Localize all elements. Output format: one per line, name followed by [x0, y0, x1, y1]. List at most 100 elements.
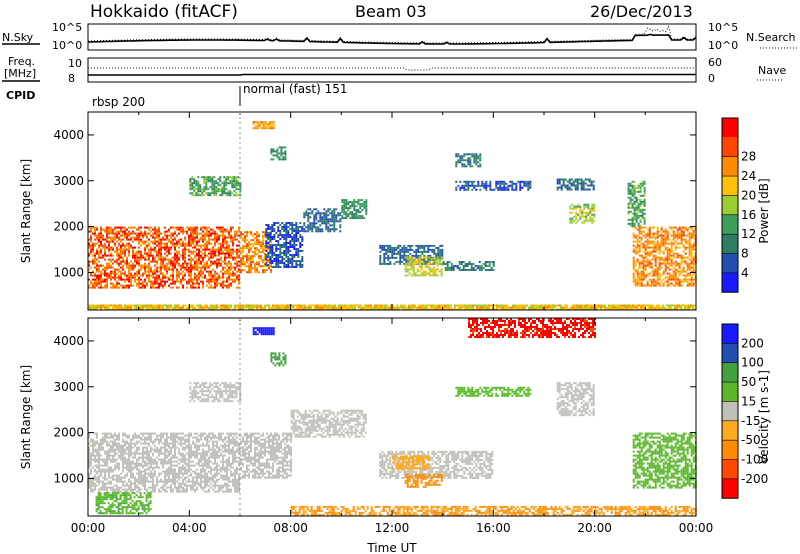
power-region-13 — [569, 203, 596, 224]
xtick-label-1: 04:00 — [172, 521, 207, 535]
nsky-label: N.Sky — [2, 31, 34, 44]
power-colorbar-label: Power [dB] — [757, 178, 771, 243]
velocity-region-4 — [95, 492, 152, 515]
velocity-colorbar-segment-1 — [722, 459, 738, 479]
power-region-2 — [240, 231, 272, 274]
power-region-5 — [341, 199, 368, 220]
velocity-ylabel: Slant Range [km] — [19, 365, 33, 469]
velocity-region-1 — [189, 382, 242, 403]
velocity-colorbar-tick-0: -200 — [741, 472, 768, 486]
velocity-region-8 — [556, 382, 595, 417]
velocity-colorbar-segment-2 — [722, 440, 738, 460]
velocity-region-14 — [290, 505, 697, 516]
velocity-colorbar-segment-0 — [722, 478, 738, 499]
velocity-region-7 — [392, 455, 430, 470]
power-region-6 — [270, 146, 287, 161]
velocity-ytick-label-2: 3000 — [53, 380, 84, 394]
velocity-region-13 — [468, 318, 596, 338]
velocity-region-0 — [88, 432, 240, 493]
xtick-label-5: 20:00 — [577, 521, 612, 535]
power-colorbar-segment-1 — [722, 253, 738, 273]
cpid-mode-1: normal (fast) 151 — [243, 82, 347, 96]
power-ytick-label-2: 3000 — [53, 174, 84, 188]
power-ytick-label-1: 2000 — [53, 220, 84, 234]
power-colorbar-segment-4 — [722, 195, 738, 215]
velocity-heatmap — [88, 318, 697, 516]
velocity-region-11 — [252, 327, 275, 336]
velocity-colorbar: -200 -100 -50 -15 15 50 100 200 — [721, 323, 768, 499]
freq-series — [88, 73, 696, 76]
x-axis-label: Time UT — [366, 541, 417, 554]
nave-label: Nave — [758, 64, 786, 77]
velocity-region-3 — [290, 409, 367, 438]
power-region-11 — [455, 180, 532, 191]
power-colorbar-segment-7 — [722, 137, 738, 157]
velocity-region-6 — [404, 473, 443, 488]
xtick-label-2: 08:00 — [273, 521, 308, 535]
date-title: 26/Dec/2013 — [590, 2, 693, 21]
velocity-ytick-label-3: 4000 — [53, 334, 84, 348]
xtick-label-3: 12:00 — [375, 521, 410, 535]
power-colorbar-tick-4: 20 — [741, 188, 756, 202]
cpid-mode-0: rbsp 200 — [92, 95, 145, 109]
nsearch-label: N.Search — [746, 31, 796, 44]
nsky-tick-high: 10^5 — [52, 21, 82, 34]
velocity-colorbar-tick-4: 15 — [741, 394, 756, 408]
power-colorbar-tick-0: 4 — [741, 266, 749, 280]
cpid-label: CPID — [6, 89, 35, 102]
velocity-region-9 — [455, 386, 532, 397]
velocity-ytick-label-0: 1000 — [53, 471, 84, 485]
power-region-1 — [189, 176, 242, 197]
power-region-9 — [404, 256, 443, 277]
power-colorbar-segment-0 — [722, 272, 738, 293]
xtick-label-6: 00:00 — [679, 521, 714, 535]
xtick-label-4: 16:00 — [476, 521, 511, 535]
nave-tick-high: 60 — [708, 56, 722, 69]
nsky-tick-low: 10^0 — [52, 39, 82, 52]
power-region-3 — [265, 222, 304, 268]
power-region-16 — [627, 180, 646, 227]
power-colorbar-segment-5 — [722, 176, 738, 196]
freq-label-1: Freq. — [8, 55, 35, 68]
velocity-colorbar-segment-5 — [722, 382, 738, 402]
power-region-7 — [252, 121, 275, 130]
power-colorbar-tick-5: 24 — [741, 169, 756, 183]
velocity-colorbar-segment-7 — [722, 343, 738, 363]
velocity-colorbar-tick-5: 50 — [741, 375, 756, 389]
power-colorbar-tick-6: 28 — [741, 150, 756, 164]
cpid-row: CPID rbsp 200 normal (fast) 151 — [6, 82, 347, 109]
power-colorbar-segment-3 — [722, 214, 738, 235]
power-region-0 — [88, 226, 240, 289]
nsky-series — [87, 33, 697, 45]
power-colorbar-tick-3: 16 — [741, 208, 756, 222]
nsearch-series — [87, 25, 697, 44]
velocity-colorbar-tick-2: -50 — [741, 433, 761, 447]
power-colorbar: 4 8 12 16 20 24 28 — [721, 117, 756, 293]
velocity-ytick-label-1: 2000 — [53, 426, 84, 440]
power-region-14 — [455, 153, 482, 168]
velocity-region-12 — [270, 352, 287, 367]
power-region-8 — [379, 244, 444, 265]
power-panel: 1000 2000 3000 4000 Slant Range [km] 4 8 12 16… — [19, 111, 771, 311]
power-ytick-label-3: 4000 — [53, 128, 84, 142]
power-region-15 — [632, 226, 697, 287]
nave-tick-low: 0 — [708, 72, 715, 85]
velocity-colorbar-tick-1: -100 — [741, 453, 768, 467]
freq-panel: Freq. [MHz] 10 8 60 0 Nave — [2, 55, 786, 85]
power-colorbar-tick-1: 8 — [741, 247, 749, 261]
velocity-colorbar-segment-4 — [722, 401, 738, 421]
power-region-12 — [556, 178, 595, 191]
power-ytick-label-0: 1000 — [53, 265, 84, 279]
velocity-colorbar-label: Velocity [m s-1] — [757, 370, 771, 464]
power-colorbar-tick-2: 12 — [741, 227, 756, 241]
power-ylabel: Slant Range [km] — [19, 159, 33, 263]
velocity-colorbar-segment-3 — [722, 420, 738, 441]
nsky-tick-high-right: 10^5 — [708, 21, 738, 34]
velocity-colorbar-segment-8 — [722, 324, 738, 344]
station-title: Hokkaido (fitACF) — [90, 2, 238, 22]
velocity-colorbar-tick-3: -15 — [741, 414, 761, 428]
nsky-panel: N.Sky 10^5 10^0 10^5 10^0 N.Search — [2, 21, 798, 52]
power-colorbar-segment-8 — [722, 118, 738, 138]
velocity-panel: 1000 2000 3000 4000 00:00 04:00 08:00 12:00 16:0… — [19, 317, 771, 554]
